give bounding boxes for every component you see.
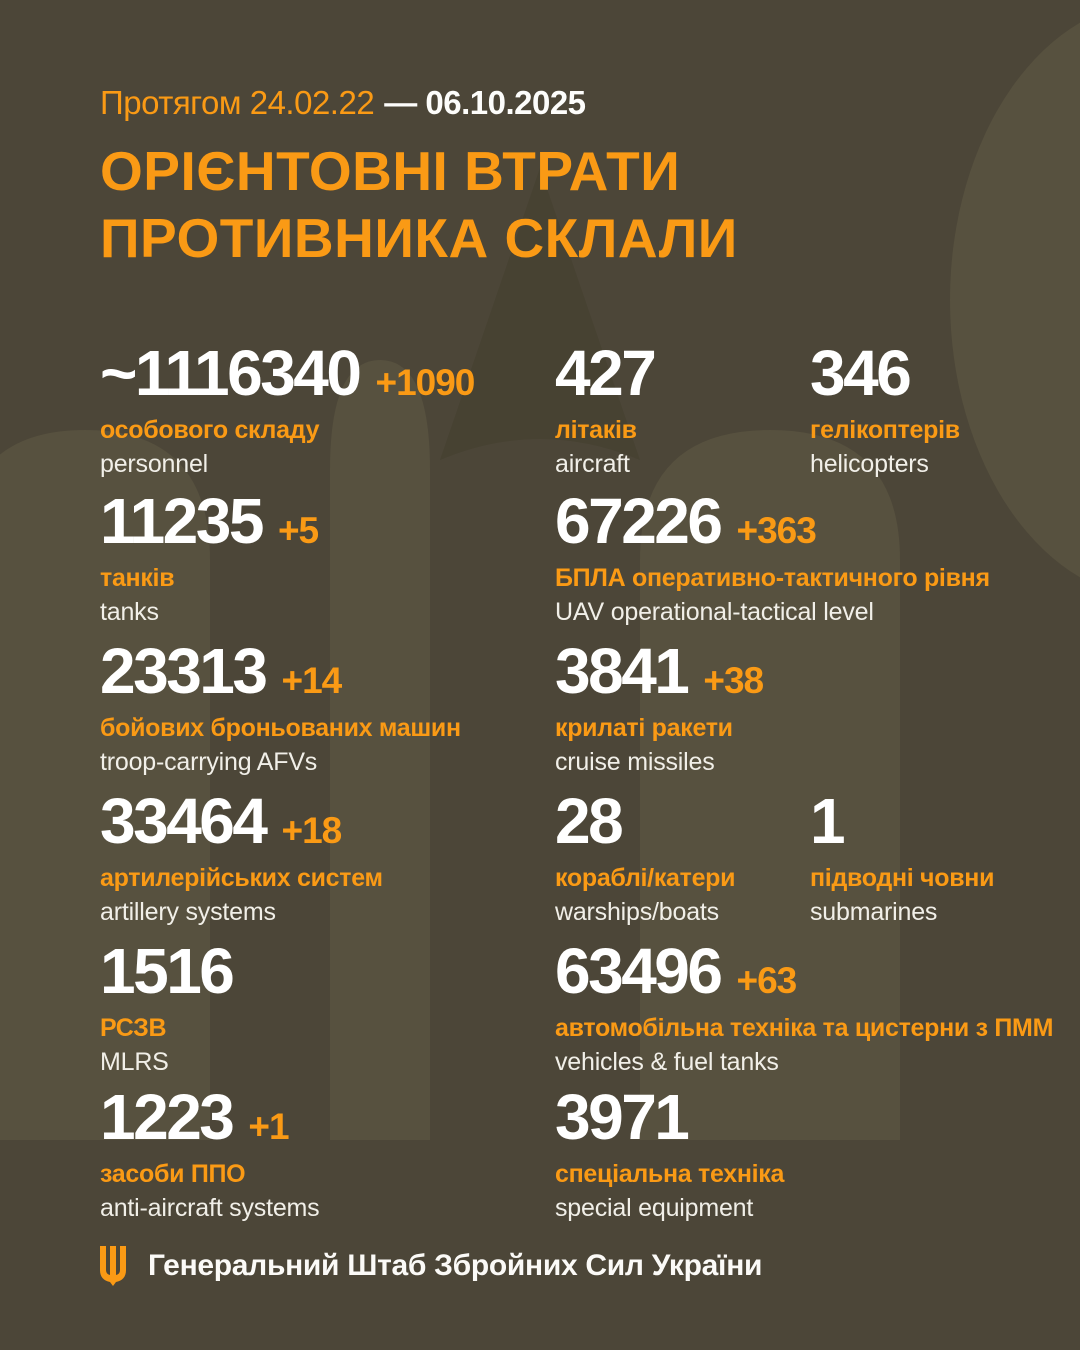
stat-label-ua: літаків: [555, 416, 637, 444]
stat-label-en: troop-carrying AFVs: [100, 747, 318, 776]
stat-personnel: ~1116340 +1090 особового складу personnel: [100, 341, 570, 479]
trident-icon: [100, 1246, 126, 1286]
stat-submarines: 1 підводні човни submarines: [810, 789, 1080, 927]
stat-delta: +5: [277, 510, 319, 551]
stat-label-en: warships/boats: [555, 897, 719, 926]
date-range: Протягом 24.02.22— 06.10.2025: [100, 84, 586, 122]
stat-label-ua: автомобільна техніка та цистерни з ПММ: [555, 1014, 1054, 1042]
footer-org-name: Генеральний Штаб Збройних Сил України: [148, 1249, 763, 1282]
footer: Генеральний Штаб Збройних Сил України: [100, 1246, 762, 1286]
stat-value: 1223: [100, 1081, 235, 1153]
stat-delta: +1: [248, 1106, 289, 1147]
stat-value: 427: [555, 337, 657, 409]
stat-anti-aircraft: 1223 +1 засоби ППО anti-aircraft systems: [100, 1085, 570, 1223]
stat-label-ua: гелікоптерів: [810, 416, 960, 444]
stat-mlrs: 1516 РСЗВ MLRS: [100, 939, 570, 1077]
date-range-end: — 06.10.2025: [384, 84, 586, 121]
stat-label-ua: БПЛА оперативно-тактичного рівня: [555, 564, 990, 592]
stat-label-en: anti-aircraft systems: [100, 1193, 320, 1222]
stat-label-ua: артилерійських систем: [100, 864, 383, 892]
stat-label-en: MLRS: [100, 1047, 169, 1076]
stat-vehicles: 63496 +63 автомобільна техніка та цистерн…: [555, 935, 1054, 1077]
stat-cruise-missiles: 3841 +38 крилаті ракети cruise missiles: [555, 639, 1025, 777]
stat-value: 67226: [555, 485, 723, 557]
stat-helicopters: 346 гелікоптерів helicopters: [810, 341, 1080, 479]
stat-value: 11235: [100, 485, 264, 557]
stat-label-en: aircraft: [555, 449, 630, 478]
stat-label-en: UAV operational-tactical level: [555, 597, 874, 626]
stat-label-ua: РСЗВ: [100, 1014, 167, 1042]
stat-label-en: tanks: [100, 597, 159, 626]
stat-label-ua: бойових броньованих машин: [100, 714, 461, 742]
stat-uav: 67226 +363 БПЛА оперативно-тактичного рів…: [555, 489, 1025, 627]
stat-value: 1516: [100, 935, 235, 1007]
stat-delta: +14: [281, 660, 342, 701]
stat-label-en: helicopters: [810, 449, 929, 478]
stat-value: ~1116340: [100, 337, 362, 409]
stat-delta: +1090: [375, 362, 475, 403]
date-range-start: Протягом 24.02.22: [100, 84, 375, 121]
stat-label-en: artillery systems: [100, 897, 276, 926]
stat-tanks: 11235 +5 танків tanks: [100, 489, 570, 627]
stat-value: 28: [555, 785, 624, 857]
stat-value: 1: [810, 785, 846, 857]
stat-label-en: cruise missiles: [555, 747, 715, 776]
stat-special-equipment: 3971 спеціальна техніка special equipmen…: [555, 1085, 1025, 1223]
stat-label-ua: танків: [100, 564, 175, 592]
stat-warships: 28 кораблі/катери warships/boats: [555, 789, 1025, 927]
stat-label-en: vehicles & fuel tanks: [555, 1047, 779, 1076]
stat-aircraft: 427 літаків aircraft: [555, 341, 1025, 479]
stat-value: 3841: [555, 635, 690, 707]
stat-delta: +18: [281, 810, 342, 851]
stat-delta: +63: [736, 960, 797, 1001]
page-title-line1: ОРІЄНТОВНІ ВТРАТИ: [100, 140, 681, 202]
stat-value: 33464: [100, 785, 268, 857]
stat-label-en: submarines: [810, 897, 938, 926]
stat-delta: +38: [703, 660, 764, 701]
stat-label-ua: крилаті ракети: [555, 714, 733, 742]
stat-artillery: 33464 +18 артилерійських систем artillery…: [100, 789, 570, 927]
page-title: ОРІЄНТОВНІ ВТРАТИ ПРОТИВНИКА СКЛАЛИ: [100, 138, 738, 272]
stat-value: 63496: [555, 935, 723, 1007]
stat-label-en: personnel: [100, 449, 209, 478]
stat-afvs: 23313 +14 бойових броньованих машин troop…: [100, 639, 570, 777]
stat-label-ua: кораблі/катери: [555, 864, 736, 892]
stat-label-ua: спеціальна техніка: [555, 1160, 785, 1188]
stat-label-ua: засоби ППО: [100, 1160, 246, 1188]
page-title-line2: ПРОТИВНИКА СКЛАЛИ: [100, 207, 738, 269]
stat-value: 346: [810, 337, 912, 409]
stat-label-ua: особового складу: [100, 416, 320, 444]
stat-label-ua: підводні човни: [810, 864, 995, 892]
stat-value: 23313: [100, 635, 268, 707]
stat-delta: +363: [736, 510, 816, 551]
stat-value: 3971: [555, 1081, 690, 1153]
stat-label-en: special equipment: [555, 1193, 754, 1222]
